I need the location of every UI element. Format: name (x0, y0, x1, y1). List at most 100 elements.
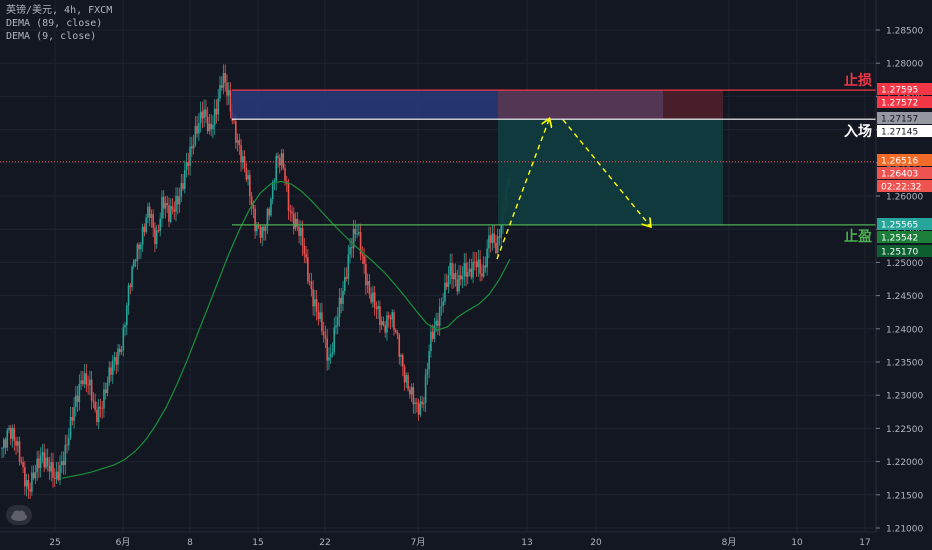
candle (256, 221, 258, 236)
candle (291, 205, 293, 223)
candle (482, 256, 485, 279)
candle (191, 136, 193, 158)
candle (145, 213, 147, 234)
candle-body (13, 428, 16, 441)
candle (449, 253, 452, 285)
candle-body (236, 140, 239, 143)
candle (412, 383, 415, 414)
candle (465, 253, 467, 287)
candle (108, 361, 111, 387)
candle-body (417, 403, 420, 415)
candle-body (449, 263, 452, 276)
candle (419, 396, 422, 418)
time-tick-label: 15 (252, 538, 263, 548)
candle-body (403, 366, 406, 383)
current-price-tag: 1.26516 (881, 157, 918, 167)
candle-body (257, 225, 260, 228)
candle-body (52, 462, 54, 478)
candle-body (83, 373, 86, 385)
candle-body (206, 116, 209, 132)
candle (417, 398, 420, 421)
candle (296, 211, 299, 232)
candle (240, 138, 242, 172)
candle-body (271, 182, 274, 200)
candle-body (308, 281, 311, 283)
candle (310, 272, 313, 297)
candle-body (451, 263, 453, 280)
candle (168, 197, 170, 228)
candle-body (111, 360, 114, 375)
candle-body (152, 214, 154, 228)
candle-body (475, 261, 478, 268)
candle (294, 212, 297, 231)
candle (124, 321, 126, 337)
candle (166, 195, 169, 214)
candle-body (215, 108, 218, 115)
candle-body (440, 305, 443, 307)
candle (277, 152, 279, 168)
candle (268, 207, 270, 221)
candle (90, 370, 93, 410)
candle-body (445, 282, 448, 287)
tp-price-tag-2: 1.25542 (881, 234, 918, 244)
candle-body (394, 330, 397, 332)
candle (340, 287, 343, 314)
extra-price-tag: 1.25170 (881, 248, 918, 258)
candle (329, 344, 332, 364)
candle (45, 448, 47, 470)
candle (203, 99, 205, 128)
candle (113, 351, 116, 371)
candle (472, 251, 474, 284)
indicator-dema-89[interactable]: DEMA (89, close) (6, 18, 103, 29)
candle (338, 287, 341, 327)
candle (206, 106, 209, 134)
candle-body (414, 402, 416, 405)
plot-area[interactable] (0, 0, 876, 532)
candle-body (424, 374, 427, 403)
candle (282, 148, 285, 171)
candle-body (303, 245, 306, 255)
candle (180, 174, 183, 203)
candle-body (166, 203, 169, 206)
candle (210, 114, 212, 137)
candle-body (298, 226, 300, 236)
candle (236, 133, 239, 152)
indicator-dema-9[interactable]: DEMA (9, close) (6, 31, 97, 42)
candle (458, 265, 460, 294)
candle (368, 273, 371, 299)
projection-arrow-down[interactable] (562, 119, 650, 226)
candle-body (199, 111, 202, 124)
candle-body (191, 146, 193, 149)
candle (366, 273, 369, 293)
candle (263, 224, 265, 241)
candle-body (126, 305, 128, 325)
candle-body (266, 208, 269, 227)
stop-loss-zone-past (232, 90, 498, 120)
tradingview-logo-icon[interactable] (6, 505, 32, 525)
candle-body (76, 395, 79, 402)
candle-body (322, 331, 325, 336)
candle-body (423, 402, 425, 405)
current-price-tag-2: 1.26403 (881, 170, 918, 180)
candle (474, 251, 476, 271)
candle (391, 309, 394, 328)
candle (178, 187, 181, 213)
candle (234, 114, 237, 149)
candle (287, 178, 290, 220)
candle-body (372, 292, 374, 303)
candle (43, 443, 45, 473)
candle-body (147, 206, 149, 218)
candle (219, 76, 221, 102)
price-tick-label: 1.22000 (886, 458, 923, 468)
time-axis[interactable] (0, 532, 876, 550)
candle (175, 187, 177, 222)
candle-body (479, 259, 481, 274)
projection-arrow-up[interactable] (496, 120, 549, 260)
candle (31, 465, 33, 496)
candle-body (229, 90, 232, 112)
candle-body (138, 244, 140, 250)
candle-body (384, 325, 386, 333)
dema-89-line[interactable] (61, 180, 511, 479)
